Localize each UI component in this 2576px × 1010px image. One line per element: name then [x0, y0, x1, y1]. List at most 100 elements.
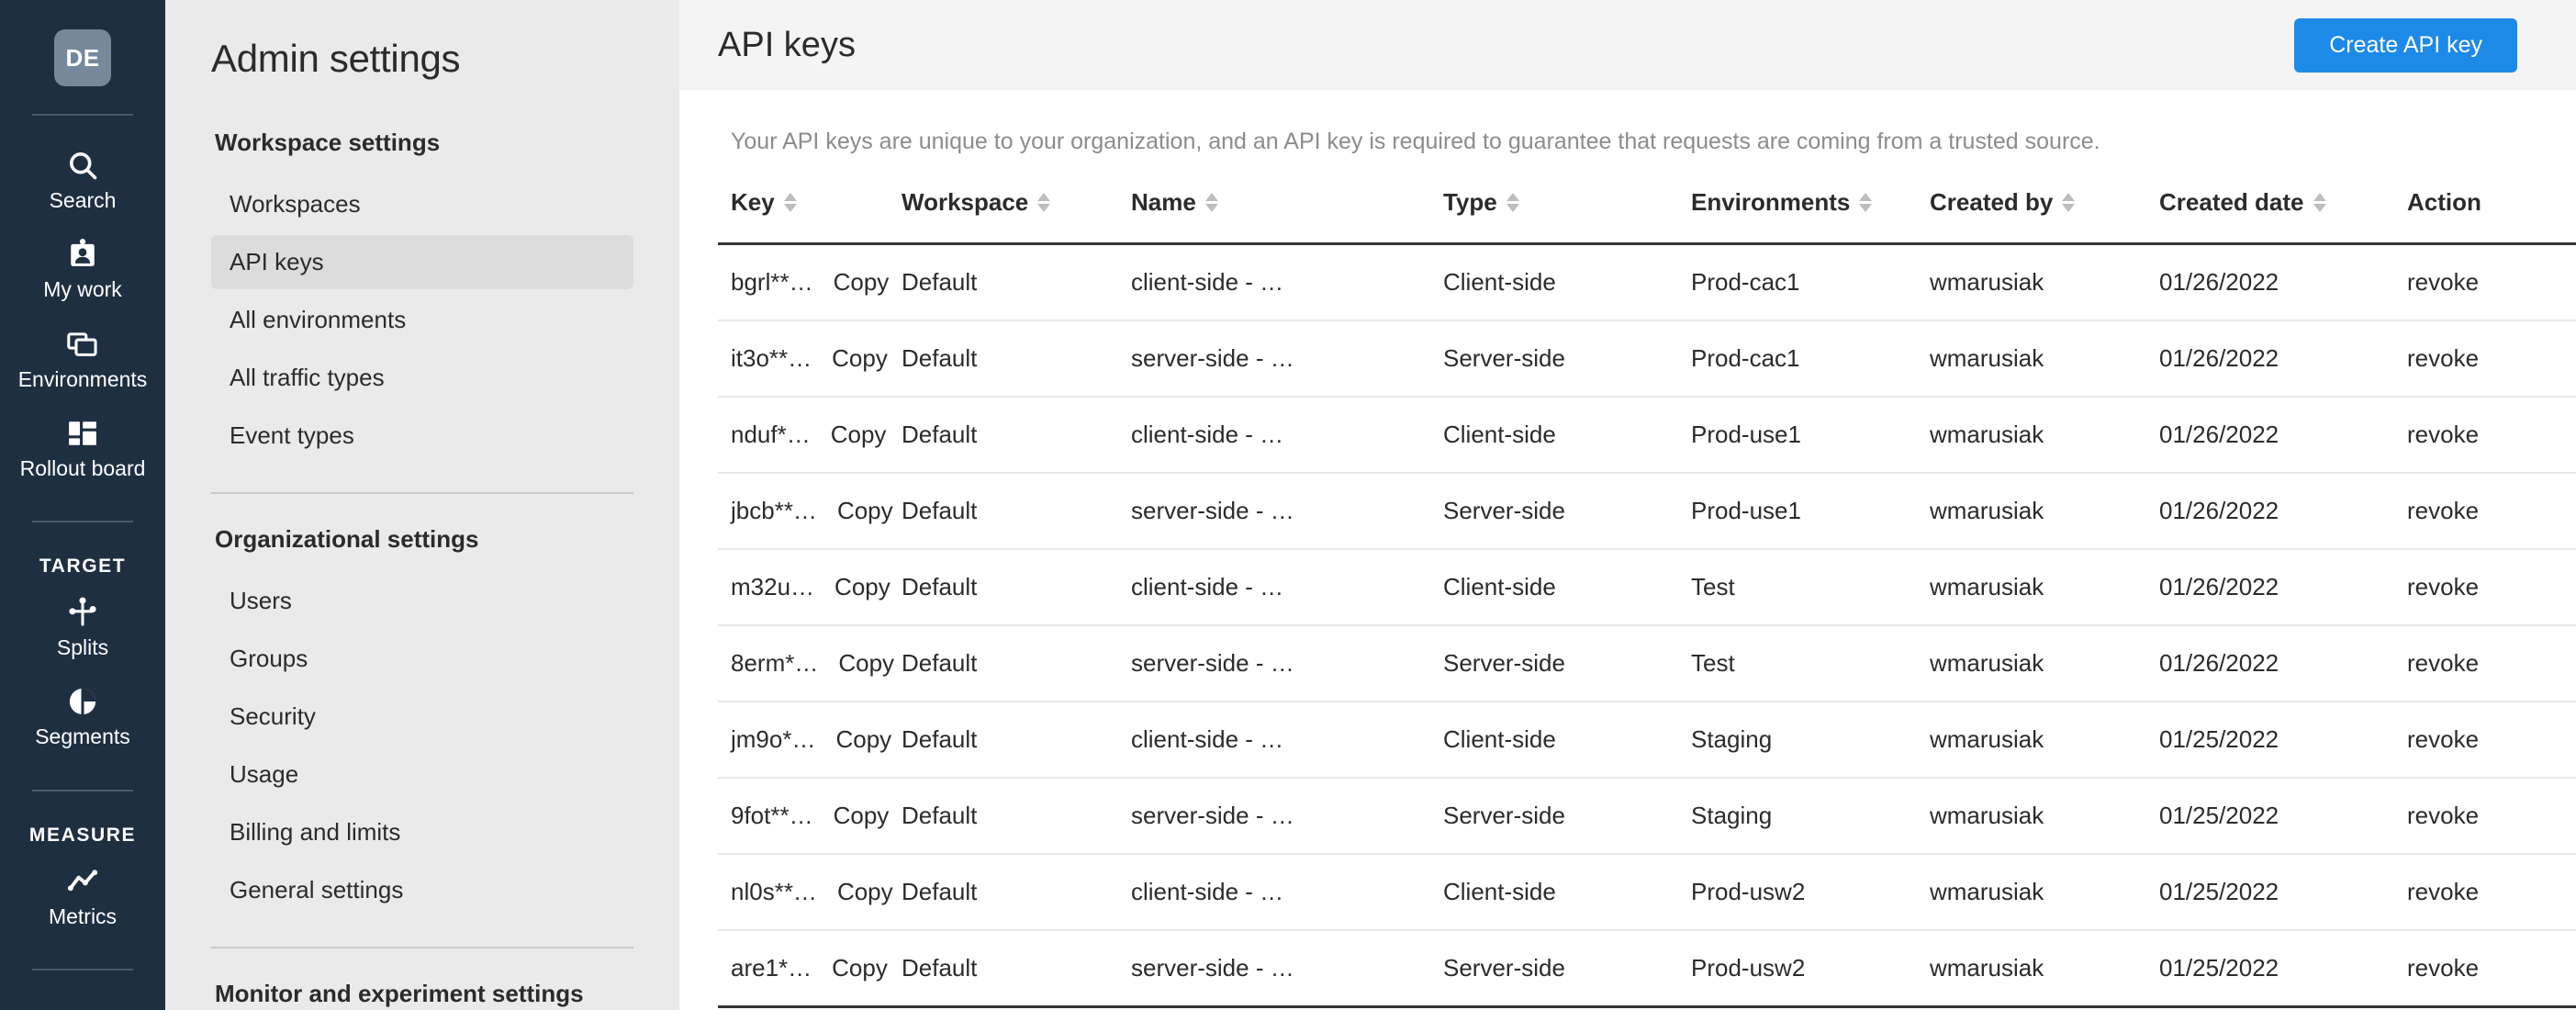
revoke-key-button[interactable]: revoke	[2407, 268, 2480, 296]
column-header-type[interactable]: Type	[1443, 188, 1691, 245]
nav-group-title-monitor: Monitor and experiment settings	[215, 980, 584, 1007]
api-key-masked: bgrl**…	[731, 268, 813, 296]
revoke-key-button[interactable]: revoke	[2407, 344, 2480, 372]
rail-item-environments[interactable]: Environments	[0, 315, 165, 404]
sidebar-item-event-types[interactable]: Event types	[230, 421, 354, 449]
revoke-key-button[interactable]: revoke	[2407, 802, 2480, 829]
page-header: API keys Create API key	[679, 0, 2576, 90]
page-subtitle: Your API keys are unique to your organiz…	[731, 129, 2100, 154]
table-row: nl0s**… Copy Default client-side - … Client-…	[718, 854, 2576, 931]
column-header-created-by[interactable]: Created by	[1930, 188, 2159, 245]
sidebar-item-all-environments[interactable]: All environments	[230, 306, 407, 333]
nav-group-title-workspace: Workspace settings	[215, 129, 441, 156]
sidebar-item-billing-and-limits[interactable]: Billing and limits	[230, 818, 401, 846]
rail-divider-measure	[32, 789, 133, 791]
avatar[interactable]: DE	[54, 29, 111, 86]
api-key-masked: it3o**…	[731, 344, 812, 372]
column-header-environments[interactable]: Environments	[1691, 188, 1930, 245]
copy-key-button[interactable]: Copy	[836, 497, 893, 524]
sidebar-item-usage[interactable]: Usage	[230, 760, 299, 788]
cell-action: revoke	[2407, 701, 2576, 779]
cell-type: Client-side	[1443, 397, 1691, 474]
sidebar-item-general-settings[interactable]: General settings	[230, 876, 404, 903]
copy-key-button[interactable]: Copy	[832, 344, 888, 372]
revoke-key-button[interactable]: revoke	[2407, 725, 2480, 753]
rail-item-metrics[interactable]: Metrics	[0, 852, 165, 941]
revoke-key-button[interactable]: revoke	[2407, 954, 2480, 982]
revoke-key-button[interactable]: revoke	[2407, 497, 2480, 524]
cell-created-by: wmarusiak	[1930, 778, 2159, 855]
copy-key-button[interactable]: Copy	[834, 573, 890, 600]
sidebar-item-workspaces[interactable]: Workspaces	[230, 190, 361, 218]
create-api-key-button[interactable]: Create API key	[2294, 17, 2517, 73]
sort-icon[interactable]	[2062, 193, 2076, 212]
revoke-key-button[interactable]: revoke	[2407, 573, 2480, 600]
cell-created-date: 01/25/2022	[2159, 854, 2407, 931]
cell-environment: Prod-usw2	[1691, 854, 1930, 931]
api-key-masked: jm9o*…	[731, 725, 816, 753]
cell-created-by: wmarusiak	[1930, 854, 2159, 931]
api-key-masked: nl0s**…	[731, 878, 817, 905]
sort-icon[interactable]	[2313, 193, 2326, 212]
rail-item-label: Rollout board	[19, 455, 146, 480]
column-header-name[interactable]: Name	[1131, 188, 1443, 245]
column-header-workspace[interactable]: Workspace	[902, 188, 1131, 245]
sort-icon[interactable]	[783, 193, 797, 212]
cell-created-date: 01/25/2022	[2159, 701, 2407, 779]
cell-workspace: Default	[902, 930, 1131, 1008]
revoke-key-button[interactable]: revoke	[2407, 649, 2480, 677]
rail-item-label: Environments	[17, 366, 148, 391]
rail-item-search[interactable]: Search	[0, 136, 165, 225]
sidebar-item-security[interactable]: Security	[230, 702, 316, 730]
rail-item-rollout-board[interactable]: Rollout board	[0, 404, 165, 493]
revoke-key-button[interactable]: revoke	[2407, 878, 2480, 905]
my-work-icon	[66, 236, 99, 273]
copy-key-button[interactable]: Copy	[830, 421, 887, 448]
metrics-icon	[65, 863, 100, 900]
copy-key-button[interactable]: Copy	[832, 954, 888, 982]
cell-name: server-side - …	[1131, 625, 1443, 702]
cell-created-date: 01/25/2022	[2159, 778, 2407, 855]
cell-key: nduf*… Copy	[718, 397, 902, 474]
cell-workspace: Default	[902, 701, 1131, 779]
cell-created-date: 01/26/2022	[2159, 473, 2407, 550]
column-header-label: Name	[1131, 188, 1196, 216]
rail-item-my-work[interactable]: My work	[0, 225, 165, 314]
table-row: 9fot**… Copy Default server-side - … Server-…	[718, 778, 2576, 855]
sort-icon[interactable]	[1859, 193, 1873, 212]
cell-key: m32u… Copy	[718, 549, 902, 626]
cell-type: Client-side	[1443, 243, 1691, 321]
cell-workspace: Default	[902, 778, 1131, 855]
sidebar-item-users[interactable]: Users	[230, 587, 292, 614]
copy-key-button[interactable]: Copy	[833, 802, 890, 829]
copy-key-button[interactable]: Copy	[835, 725, 892, 753]
table-row: are1*… Copy Default server-side - … Server-s…	[718, 930, 2576, 1008]
cell-environment: Prod-usw2	[1691, 930, 1930, 1008]
revoke-key-button[interactable]: revoke	[2407, 421, 2480, 448]
cell-workspace: Default	[902, 854, 1131, 931]
main-content: API keys Create API key Your API keys ar…	[679, 0, 2576, 1010]
environments-icon	[65, 326, 100, 363]
sidebar-item-groups[interactable]: Groups	[230, 645, 308, 672]
cell-action: revoke	[2407, 473, 2576, 550]
cell-created-by: wmarusiak	[1930, 243, 2159, 321]
column-header-label: Environments	[1691, 188, 1851, 216]
table-row: bgrl**… Copy Default client-side - … Client-…	[718, 243, 2576, 321]
rail-item-segments[interactable]: Segments	[0, 672, 165, 761]
sort-icon[interactable]	[1037, 193, 1051, 212]
column-header-created-date[interactable]: Created date	[2159, 188, 2407, 245]
sort-icon[interactable]	[1506, 193, 1519, 212]
column-header-key[interactable]: Key	[718, 188, 902, 245]
copy-key-button[interactable]: Copy	[833, 268, 890, 296]
cell-action: revoke	[2407, 625, 2576, 702]
copy-key-button[interactable]: Copy	[838, 649, 895, 677]
sidebar-item-api-keys[interactable]: API keys	[211, 235, 633, 289]
main-body: Your API keys are unique to your organiz…	[679, 90, 2576, 1008]
copy-key-button[interactable]: Copy	[836, 878, 893, 905]
cell-key: 8erm*… Copy	[718, 625, 902, 702]
cell-action: revoke	[2407, 930, 2576, 1008]
sort-icon[interactable]	[1204, 193, 1218, 212]
nav-group-title-organizational: Organizational settings	[215, 525, 479, 553]
sidebar-item-all-traffic-types[interactable]: All traffic types	[230, 364, 385, 391]
rail-item-splits[interactable]: Splits	[0, 583, 165, 672]
